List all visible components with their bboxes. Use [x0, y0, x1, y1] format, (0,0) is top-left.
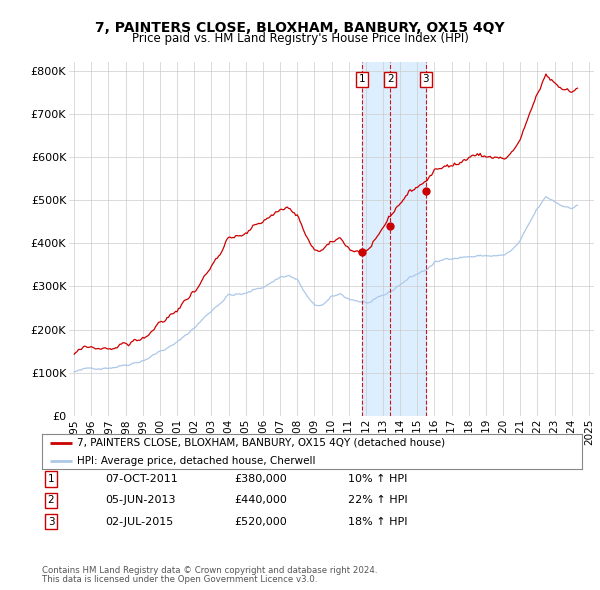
Text: This data is licensed under the Open Government Licence v3.0.: This data is licensed under the Open Gov… — [42, 575, 317, 584]
Text: 7, PAINTERS CLOSE, BLOXHAM, BANBURY, OX15 4QY (detached house): 7, PAINTERS CLOSE, BLOXHAM, BANBURY, OX1… — [77, 438, 445, 447]
Text: 05-JUN-2013: 05-JUN-2013 — [105, 496, 176, 505]
Text: Price paid vs. HM Land Registry's House Price Index (HPI): Price paid vs. HM Land Registry's House … — [131, 32, 469, 45]
Text: 18% ↑ HPI: 18% ↑ HPI — [348, 517, 407, 526]
Text: 1: 1 — [359, 74, 365, 84]
Text: £440,000: £440,000 — [234, 496, 287, 505]
Text: 7, PAINTERS CLOSE, BLOXHAM, BANBURY, OX15 4QY: 7, PAINTERS CLOSE, BLOXHAM, BANBURY, OX1… — [95, 21, 505, 35]
Text: 2: 2 — [387, 74, 394, 84]
Text: 10% ↑ HPI: 10% ↑ HPI — [348, 474, 407, 484]
Text: 02-JUL-2015: 02-JUL-2015 — [105, 517, 173, 526]
Text: 22% ↑ HPI: 22% ↑ HPI — [348, 496, 407, 505]
Text: 2: 2 — [47, 496, 55, 505]
Text: 3: 3 — [422, 74, 429, 84]
Text: 3: 3 — [47, 517, 55, 526]
Bar — [362, 62, 426, 416]
Text: Contains HM Land Registry data © Crown copyright and database right 2024.: Contains HM Land Registry data © Crown c… — [42, 566, 377, 575]
Text: £520,000: £520,000 — [234, 517, 287, 526]
Text: 07-OCT-2011: 07-OCT-2011 — [105, 474, 178, 484]
Text: HPI: Average price, detached house, Cherwell: HPI: Average price, detached house, Cher… — [77, 456, 316, 466]
Text: £380,000: £380,000 — [234, 474, 287, 484]
Text: 1: 1 — [47, 474, 55, 484]
